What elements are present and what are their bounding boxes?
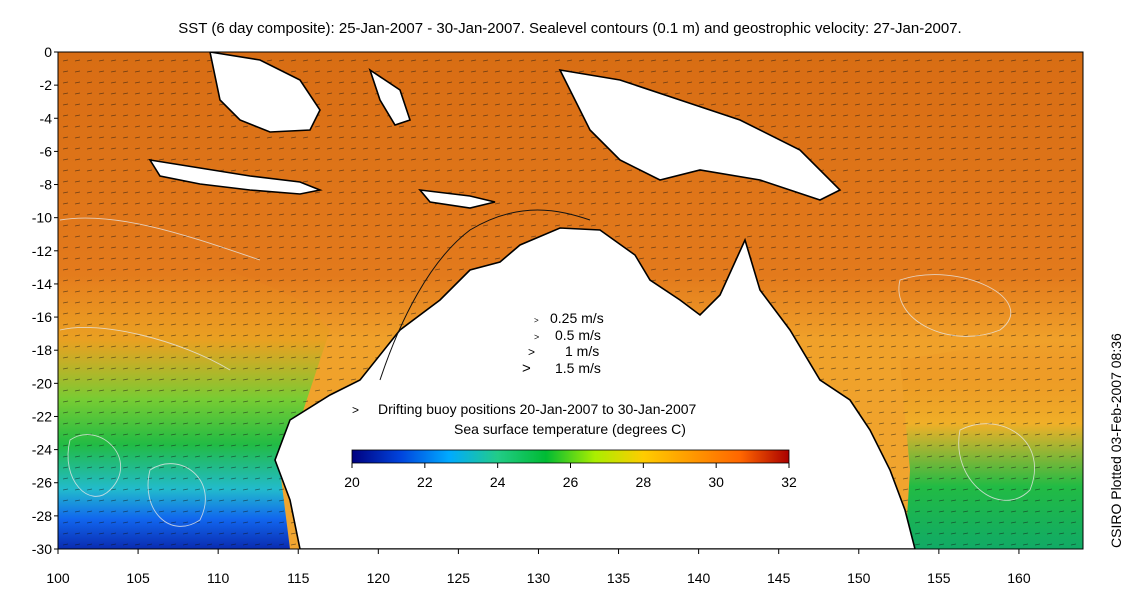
- y-tick-label: -8: [40, 177, 53, 193]
- buoy-legend: > Drifting buoy positions 20-Jan-2007 to…: [352, 401, 697, 417]
- colorbar-title: Sea surface temperature (degrees C): [454, 421, 686, 437]
- velocity-label-0-25: 0.25 m/s: [550, 310, 604, 326]
- buoy-symbol: >: [352, 403, 359, 417]
- y-tick-label: -4: [40, 110, 53, 126]
- x-axis: 100 105 110 115 120 125 130 135 140 145 150 155 160: [46, 549, 1031, 586]
- map-title: SST (6 day composite): 25-Jan-2007 - 30-…: [178, 20, 962, 37]
- y-tick-label: -18: [32, 342, 52, 358]
- colorbar-tick-label: 28: [636, 474, 652, 490]
- velocity-symbol-1: >: [528, 345, 535, 359]
- colorbar-tick-label: 26: [563, 474, 579, 490]
- y-tick-label: -22: [32, 408, 52, 424]
- plot-frame: [57, 51, 1084, 550]
- x-tick-label: 100: [46, 570, 70, 586]
- y-tick-label: -24: [32, 442, 52, 458]
- y-tick-label: -12: [32, 243, 52, 259]
- y-tick-label: -14: [32, 276, 52, 292]
- y-axis: 0 -2 -4 -6 -8 -10 -12 -14 -16 -18 -20 -22 -24 -26 -28 -…: [32, 44, 58, 557]
- new-guinea-island: [558, 68, 842, 201]
- y-tick-label: -28: [32, 508, 52, 524]
- x-tick-label: 135: [607, 570, 631, 586]
- x-tick-label: 130: [527, 570, 551, 586]
- buoy-label: Drifting buoy positions 20-Jan-2007 to 3…: [378, 401, 697, 417]
- timor-island: [418, 188, 496, 209]
- x-tick-label: 140: [687, 570, 711, 586]
- x-tick-label: 120: [367, 570, 391, 586]
- colorbar-tick-label: 20: [344, 474, 360, 490]
- y-tick-label: 0: [44, 44, 52, 60]
- colorbar-ticks: 20 22 24 26 28 30 32: [344, 463, 797, 490]
- borneo-island: [209, 52, 321, 133]
- colorbar-tick-label: 30: [708, 474, 724, 490]
- colorbar-gradient: [351, 449, 790, 464]
- sea-level-contours: [59, 217, 1035, 527]
- land-masses: [148, 52, 916, 549]
- colorbar: Sea surface temperature (degrees C) 20 22…: [344, 421, 797, 490]
- velocity-label-1: 1 m/s: [565, 343, 599, 359]
- x-tick-label: 145: [767, 570, 791, 586]
- x-tick-label: 125: [447, 570, 471, 586]
- sulawesi-island: [368, 68, 412, 126]
- shelf-contour: [379, 209, 591, 381]
- colorbar-tick-label: 32: [781, 474, 797, 490]
- velocity-symbol-1-5: >: [522, 360, 531, 377]
- x-tick-label: 110: [207, 570, 230, 586]
- velocity-legend: > 0.25 m/s > 0.5 m/s > 1 m/s > 1.5 m/s: [522, 310, 604, 377]
- y-tick-label: -20: [32, 375, 52, 391]
- colorbar-tick-label: 24: [490, 474, 506, 490]
- x-tick-label: 105: [126, 570, 150, 586]
- australia-landmass: [274, 227, 916, 549]
- y-tick-label: -16: [32, 309, 52, 325]
- x-tick-label: 115: [287, 570, 310, 586]
- y-tick-label: -26: [32, 475, 52, 491]
- velocity-symbol-0-5: >: [534, 332, 539, 342]
- y-tick-label: -30: [32, 541, 52, 557]
- velocity-symbol-0-25: >: [534, 316, 539, 325]
- velocity-label-1-5: 1.5 m/s: [555, 360, 601, 376]
- y-tick-label: -6: [40, 143, 53, 159]
- java-island: [148, 158, 323, 195]
- y-tick-label: -2: [40, 77, 53, 93]
- y-tick-label: -10: [32, 210, 52, 226]
- velocity-label-0-5: 0.5 m/s: [555, 327, 601, 343]
- x-tick-label: 150: [847, 570, 871, 586]
- colorbar-tick-label: 22: [417, 474, 433, 490]
- x-tick-label: 155: [927, 570, 951, 586]
- x-tick-label: 160: [1007, 570, 1031, 586]
